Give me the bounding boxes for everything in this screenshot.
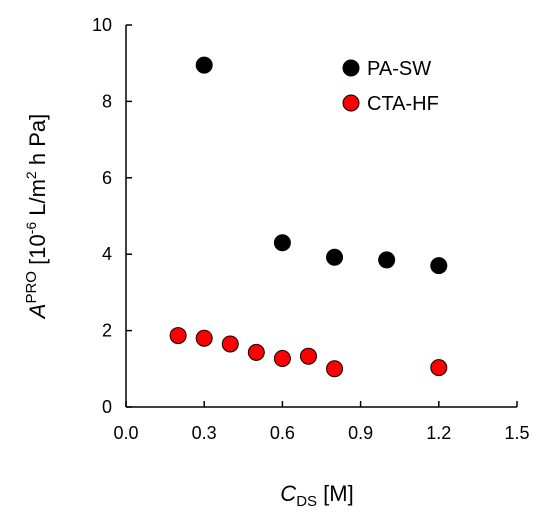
y-tick-label: 8 (102, 91, 112, 111)
x-tick-label: 1.5 (504, 423, 529, 443)
data-point-pa-sw (430, 257, 448, 275)
data-point-cta-hf (326, 360, 344, 378)
data-point-cta-hf (299, 347, 317, 365)
y-tick-label: 2 (102, 321, 112, 341)
x-tick-label: 0.3 (192, 423, 217, 443)
data-point-cta-hf (247, 343, 265, 361)
data-point-cta-hf (221, 335, 239, 353)
data-point-cta-hf (430, 359, 448, 377)
data-point-pa-sw (378, 251, 396, 269)
x-axis-label: CDS [M] (280, 481, 353, 510)
y-axis-label: APRO [10-6 L/m2 h Pa] (23, 114, 50, 320)
x-tick-label: 0.6 (270, 423, 295, 443)
y-tick-label: 0 (102, 397, 112, 417)
legend-label-cta-hf: CTA-HF (367, 93, 439, 115)
axes (125, 25, 517, 408)
x-axis-ticks: 0.0 0.3 0.6 0.9 1.2 1.5 (113, 401, 530, 443)
data-point-cta-hf (169, 327, 187, 345)
data-point-pa-sw (326, 248, 344, 266)
legend-marker-pa-sw (342, 59, 360, 77)
legend: PA-SW CTA-HF (342, 58, 439, 115)
data-point-cta-hf (195, 329, 213, 347)
data-point-cta-hf (273, 349, 291, 367)
y-tick-label: 10 (92, 15, 112, 35)
y-tick-label: 4 (102, 244, 112, 264)
y-tick-label: 6 (102, 168, 112, 188)
y-axis-ticks: 0 2 4 6 8 10 (92, 15, 132, 417)
x-tick-label: 0.0 (113, 423, 138, 443)
legend-label-pa-sw: PA-SW (367, 58, 431, 80)
legend-marker-cta-hf (342, 94, 360, 112)
data-point-pa-sw (273, 234, 291, 252)
data-points (169, 56, 448, 378)
x-tick-label: 0.9 (348, 423, 373, 443)
data-point-pa-sw (195, 56, 213, 74)
x-tick-label: 1.2 (426, 423, 451, 443)
